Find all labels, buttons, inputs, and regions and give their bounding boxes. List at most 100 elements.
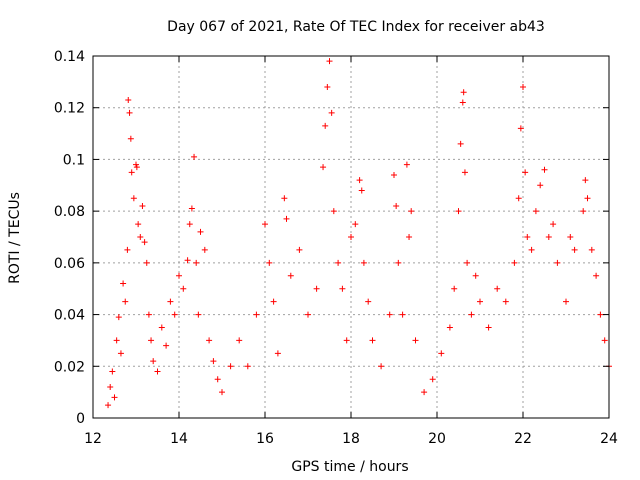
- data-point: [343, 337, 350, 344]
- data-point: [262, 221, 268, 228]
- data-point: [195, 311, 202, 318]
- data-point: [588, 246, 595, 253]
- data-point: [335, 259, 342, 266]
- chart-title: Day 067 of 2021, Rate Of TEC Index for r…: [167, 19, 545, 35]
- y-tick-label: 0.14: [54, 49, 85, 65]
- data-point: [571, 246, 578, 253]
- data-point: [358, 187, 365, 194]
- data-point: [597, 311, 604, 318]
- data-point: [137, 234, 144, 240]
- data-point: [125, 96, 132, 103]
- data-point: [522, 169, 529, 176]
- x-tick-labels: 12 14 16 18 20 22 24: [84, 431, 618, 447]
- data-point: [180, 285, 187, 292]
- data-point: [296, 246, 303, 253]
- data-point: [369, 337, 376, 344]
- data-point: [352, 221, 359, 228]
- data-point: [274, 350, 281, 357]
- data-point: [176, 272, 182, 279]
- data-point: [197, 228, 204, 235]
- data-point: [219, 389, 225, 396]
- axis-ticks: [92, 55, 610, 419]
- data-point: [214, 376, 221, 383]
- data-point: [582, 177, 589, 184]
- data-point: [105, 402, 112, 409]
- data-point: [584, 195, 591, 202]
- x-tick-label: 22: [514, 431, 532, 447]
- data-point: [113, 337, 120, 344]
- data-point: [227, 363, 234, 370]
- data-point: [395, 259, 402, 266]
- data-point: [188, 205, 195, 212]
- data-point: [135, 221, 142, 228]
- data-point: [133, 161, 139, 168]
- data-point: [468, 311, 475, 318]
- x-tick-label: 14: [170, 431, 188, 447]
- data-point: [186, 221, 193, 228]
- data-point: [117, 350, 124, 357]
- data-point: [143, 259, 150, 266]
- x-tick-label: 16: [256, 431, 274, 447]
- data-point: [324, 84, 331, 91]
- data-point: [580, 208, 587, 215]
- data-point: [127, 135, 134, 142]
- data-point: [283, 215, 290, 222]
- data-point: [171, 311, 178, 318]
- data-point: [429, 376, 436, 383]
- y-tick-label: 0.12: [54, 101, 85, 117]
- y-tick-label: 0.04: [54, 308, 85, 324]
- data-point: [191, 153, 198, 160]
- data-point: [107, 383, 114, 390]
- data-point: [524, 234, 531, 240]
- data-point: [391, 171, 397, 178]
- data-point: [139, 202, 146, 209]
- data-point: [193, 259, 200, 266]
- data-point: [111, 394, 118, 401]
- data-point: [322, 122, 329, 129]
- data-point: [511, 259, 518, 266]
- data-point: [421, 389, 428, 396]
- data-point: [563, 298, 569, 305]
- data-point: [287, 272, 294, 279]
- y-tick-label: 0.02: [54, 359, 85, 375]
- data-point: [494, 285, 501, 292]
- data-point: [459, 99, 466, 106]
- data-point: [365, 298, 372, 305]
- data-point: [145, 311, 152, 318]
- x-axis-label: GPS time / hours: [291, 459, 408, 475]
- y-tick-labels: 0 0.02 0.04 0.06 0.08 0.1 0.12 0.14: [54, 49, 85, 427]
- data-point: [360, 259, 367, 266]
- data-point: [406, 234, 413, 240]
- data-point: [133, 164, 140, 171]
- data-point: [339, 285, 346, 292]
- data-point: [451, 285, 458, 292]
- data-point: [128, 169, 135, 176]
- data-point: [122, 298, 129, 305]
- y-axis-label: ROTI / TECUs: [7, 192, 23, 284]
- y-tick-label: 0.06: [54, 256, 85, 272]
- x-tick-label: 12: [84, 431, 102, 447]
- data-point: [386, 311, 393, 318]
- x-tick-label: 20: [428, 431, 446, 447]
- data-point: [305, 311, 311, 318]
- data-point: [141, 239, 148, 246]
- data-point: [485, 324, 492, 331]
- data-point: [266, 259, 273, 266]
- data-point: [461, 169, 468, 176]
- data-point: [455, 208, 462, 215]
- data-point: [154, 368, 161, 375]
- data-point: [550, 221, 557, 228]
- data-point: [567, 234, 574, 240]
- data-point: [126, 109, 133, 116]
- data-point: [438, 350, 445, 357]
- data-point: [158, 324, 165, 331]
- data-point: [460, 89, 467, 96]
- data-point: [244, 363, 251, 370]
- data-point: [517, 125, 524, 132]
- data-point: [326, 58, 333, 65]
- data-point: [446, 324, 453, 331]
- data-point: [163, 342, 170, 349]
- data-point: [520, 84, 526, 91]
- data-point: [130, 195, 137, 202]
